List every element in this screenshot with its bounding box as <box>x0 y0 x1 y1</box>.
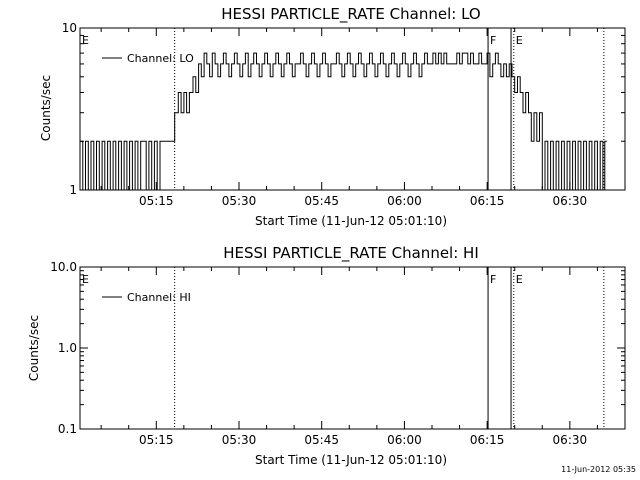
series-line <box>80 52 607 191</box>
event-marker-label: F <box>490 273 496 286</box>
x-tick-label: 06:30 <box>553 194 588 208</box>
x-tick-label: 06:15 <box>470 194 505 208</box>
chart-lo-ylabel: Counts/sec <box>39 75 53 141</box>
event-marker-label: F <box>490 34 496 47</box>
chart-lo-group: HESSI PARTICLE_RATE Channel: LO Counts/s… <box>39 5 481 228</box>
x-tick-label: 06:00 <box>387 194 422 208</box>
y-tick-label: 10 <box>62 21 77 35</box>
y-tick-label: 1 <box>69 183 77 197</box>
chart-lo-legend-label: Channel: LO <box>127 52 194 65</box>
x-tick-label: 05:30 <box>222 433 257 447</box>
event-marker-label: E <box>516 34 523 47</box>
event-marker-label: E <box>82 273 89 286</box>
chart-lo-plot: 05:15 05:30 05:45 06:00 06:15 06:30 1 10 E F E <box>62 21 626 208</box>
x-tick-label: 06:30 <box>553 433 588 447</box>
x-tick-label: 05:15 <box>139 194 174 208</box>
y-tick-label: 1.0 <box>58 341 77 355</box>
chart-hi-ylabel: Counts/sec <box>27 315 41 381</box>
chart-hi-xlabel: Start Time (11-Jun-12 05:01:10) <box>255 453 447 467</box>
chart-hi-title: HESSI PARTICLE_RATE Channel: HI <box>223 244 479 263</box>
y-tick-label: 0.1 <box>58 422 77 436</box>
x-tick-label: 06:00 <box>387 433 422 447</box>
chart-lo-title: HESSI PARTICLE_RATE Channel: LO <box>221 5 480 24</box>
chart-lo-xlabel: Start Time (11-Jun-12 05:01:10) <box>255 214 447 228</box>
y-tick-label: 10.0 <box>50 260 77 274</box>
generation-timestamp: 11-Jun-2012 05:35 <box>561 465 636 474</box>
event-marker-label: E <box>82 34 89 47</box>
x-tick-label: 05:15 <box>139 433 174 447</box>
x-tick-label: 05:45 <box>304 194 339 208</box>
x-tick-label: 05:45 <box>304 433 339 447</box>
x-tick-label: 05:30 <box>222 194 257 208</box>
chart-hi-legend-label: Channel: HI <box>127 291 191 304</box>
chart-hi-plot: 05:15 05:30 05:45 06:00 06:15 06:30 0.1 1.0 10.0… <box>50 260 626 447</box>
x-tick-label: 06:15 <box>470 433 505 447</box>
event-marker-label: E <box>516 273 523 286</box>
